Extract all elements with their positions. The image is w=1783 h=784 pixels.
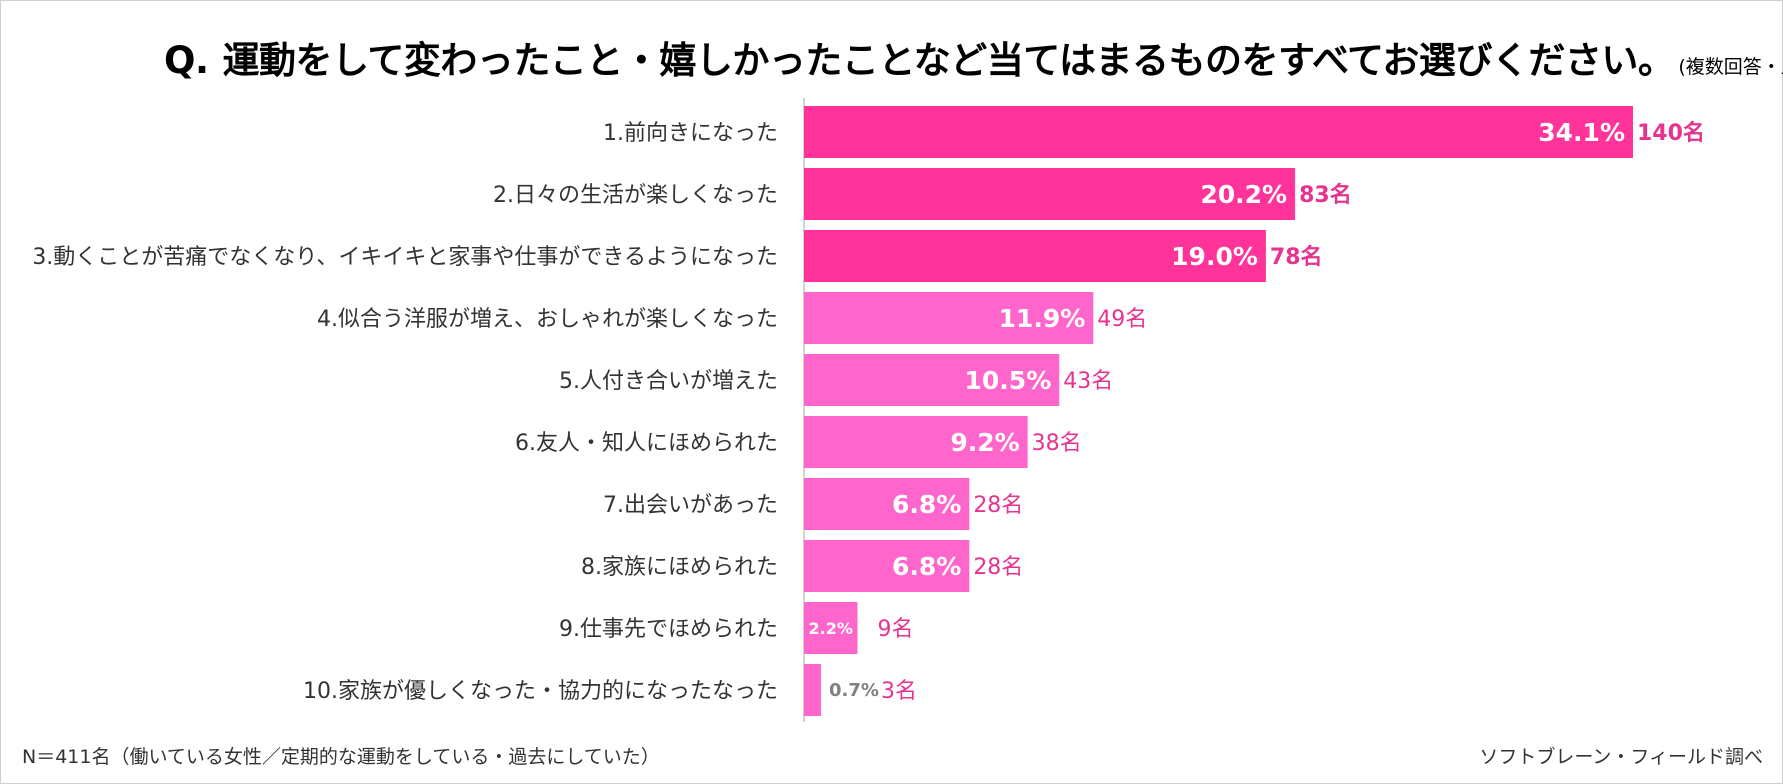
value-label: 0.7% (829, 680, 879, 701)
bar (804, 478, 970, 530)
count-label: 3名 (881, 679, 917, 704)
category-label: 1.前向きになった (603, 121, 778, 146)
value-label: 10.5% (965, 366, 1052, 395)
bar (804, 416, 1028, 468)
value-label: 6.8% (892, 490, 961, 519)
value-label: 9.2% (950, 428, 1019, 457)
category-label: 10.家族が優しくなった・協力的になったなった (303, 679, 778, 704)
bar (804, 292, 1094, 344)
value-label: 19.0% (1171, 242, 1258, 271)
category-label: 6.友人・知人にほめられた (515, 431, 778, 456)
bar (804, 106, 1633, 158)
count-label: 43名 (1063, 369, 1113, 394)
count-label: 28名 (973, 555, 1023, 580)
bar (804, 168, 1296, 220)
value-label: 34.1% (1538, 118, 1625, 147)
count-label: 78名 (1270, 244, 1323, 270)
title-question: 運動をして変わったこと・嬉しかったことなど当てはまるものをすべてお選びください。 (222, 39, 1675, 82)
sample-note: N＝411名（働いている女性／定期的な運動をしている・過去にしていた） (22, 746, 660, 768)
category-label: 8.家族にほめられた (581, 555, 778, 580)
value-label: 11.9% (999, 304, 1086, 333)
category-label: 5.人付き合いが増えた (559, 369, 778, 394)
count-label: 28名 (973, 493, 1023, 518)
category-label: 7.出会いがあった (603, 493, 778, 518)
category-label: 2.日々の生活が楽しくなった (493, 183, 778, 208)
count-label: 49名 (1097, 307, 1147, 332)
bar (804, 230, 1266, 282)
count-label: 140名 (1637, 120, 1705, 146)
category-label: 9.仕事先でほめられた (559, 617, 778, 642)
value-label: 6.8% (892, 552, 961, 581)
value-label: 2.2% (809, 619, 853, 638)
bar (804, 540, 970, 592)
bar (804, 664, 822, 716)
count-label: 9名 (877, 617, 913, 642)
chart-title: Q. 運動をして変わったこと・嬉しかったことなど当てはまるものをすべてお選びくださ… (164, 30, 1783, 84)
count-label: 83名 (1299, 182, 1352, 208)
bar (804, 354, 1060, 406)
count-label: 38名 (1032, 431, 1082, 456)
category-label: 4.似合う洋服が増え、おしゃれが楽しくなった (317, 307, 778, 332)
value-label: 20.2% (1200, 180, 1287, 209)
source-note: ソフトブレーン・フィールド調べ (1479, 746, 1763, 768)
title-prefix: Q. (164, 39, 209, 82)
title-note: (複数回答・上位10位) (1678, 56, 1783, 78)
bar (804, 602, 858, 654)
category-label: 3.動くことが苦痛でなくなり、イキイキと家事や仕事ができるようになった (32, 245, 778, 270)
